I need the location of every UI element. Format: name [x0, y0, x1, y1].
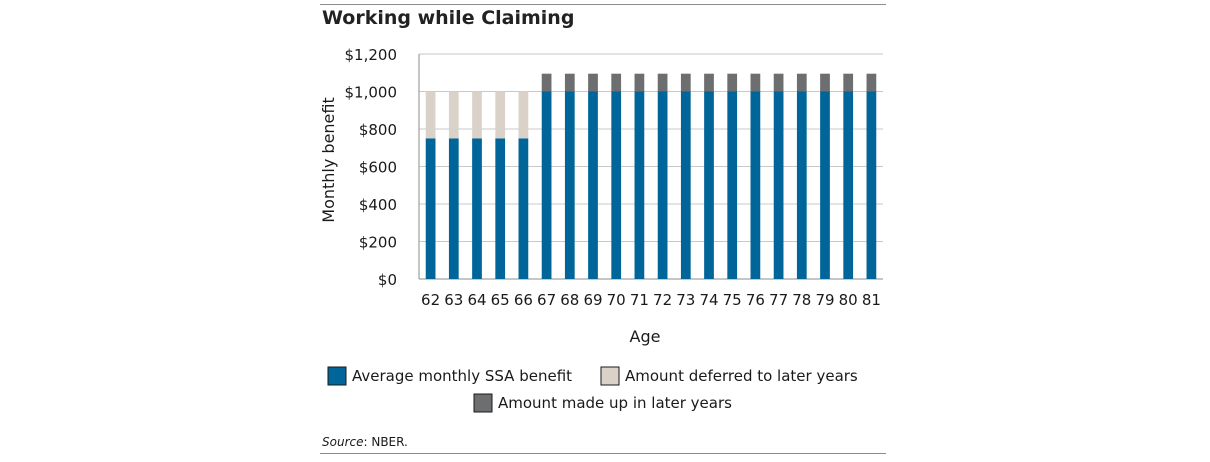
bar-segment-amount-made-up-in-later-years [611, 73, 622, 92]
x-tick-label: 71 [630, 291, 649, 309]
x-tick-label: 62 [421, 291, 440, 309]
bar-segment-average-monthly-ssa-benefit [611, 91, 622, 279]
bar-segment-amount-made-up-in-later-years [843, 73, 854, 92]
y-tick-label: $1,200 [345, 46, 398, 64]
bar-segment-amount-made-up-in-later-years [866, 73, 877, 92]
bar-segment-amount-deferred-to-later-years [472, 91, 482, 139]
x-tick-label: 74 [699, 291, 718, 309]
source-note: Source: NBER. [322, 435, 408, 449]
x-tick-label: 77 [769, 291, 788, 309]
y-axis-title: Monthly benefit [319, 97, 338, 222]
x-tick-label: 70 [607, 291, 626, 309]
x-tick-label: 78 [792, 291, 811, 309]
bar-segment-amount-deferred-to-later-years [495, 91, 506, 139]
bar-segment-amount-made-up-in-later-years [541, 73, 552, 92]
bar-segment-average-monthly-ssa-benefit [820, 91, 830, 279]
bar-segment-average-monthly-ssa-benefit [541, 91, 552, 279]
x-tick-label: 67 [537, 291, 556, 309]
x-tick-label: 66 [514, 291, 533, 309]
bar-segment-amount-made-up-in-later-years [796, 73, 807, 92]
bar-segment-average-monthly-ssa-benefit [750, 91, 761, 279]
bar-segment-amount-deferred-to-later-years [518, 91, 529, 139]
x-tick-label: 81 [862, 291, 881, 309]
bar-segment-average-monthly-ssa-benefit [727, 91, 738, 279]
bar-segment-amount-made-up-in-later-years [680, 73, 691, 92]
y-tick-label: $0 [378, 271, 397, 289]
legend-label: Average monthly SSA benefit [352, 367, 572, 385]
y-tick-label: $1,000 [345, 84, 398, 102]
x-tick-label: 65 [491, 291, 510, 309]
legend-swatch [600, 366, 620, 386]
x-tick-label: 69 [583, 291, 602, 309]
source-label: Source [322, 435, 364, 449]
legend-swatch [327, 366, 347, 386]
bar-segment-amount-made-up-in-later-years [773, 73, 784, 92]
y-tick-label: $800 [359, 121, 397, 139]
bar-segment-average-monthly-ssa-benefit [796, 91, 807, 279]
y-tick-label: $400 [359, 196, 397, 214]
bar-segment-average-monthly-ssa-benefit [588, 91, 598, 279]
bar-segment-average-monthly-ssa-benefit [495, 138, 506, 279]
bar-segment-amount-deferred-to-later-years [425, 91, 436, 139]
bar-segment-average-monthly-ssa-benefit [866, 91, 877, 279]
x-tick-label: 80 [839, 291, 858, 309]
bar-segment-amount-deferred-to-later-years [448, 91, 459, 139]
legend-label: Amount deferred to later years [625, 367, 858, 385]
bar-segment-amount-made-up-in-later-years [727, 73, 738, 92]
x-tick-label: 76 [746, 291, 765, 309]
x-tick-label: 73 [676, 291, 695, 309]
bar-segment-average-monthly-ssa-benefit [518, 138, 529, 279]
x-tick-label: 63 [444, 291, 463, 309]
legend-swatch [473, 393, 493, 413]
bar-segment-average-monthly-ssa-benefit [564, 91, 575, 279]
x-axis-title: Age [630, 327, 661, 346]
x-tick-label: 64 [467, 291, 486, 309]
bottom-rule [320, 453, 886, 454]
bar-segment-average-monthly-ssa-benefit [425, 138, 436, 279]
x-tick-label: 79 [815, 291, 834, 309]
x-tick-label: 68 [560, 291, 579, 309]
legend-label: Amount made up in later years [498, 394, 732, 412]
bar-segment-amount-made-up-in-later-years [588, 73, 598, 92]
bar-segment-average-monthly-ssa-benefit [704, 91, 714, 279]
source-text: : NBER. [363, 435, 408, 449]
bar-segment-average-monthly-ssa-benefit [472, 138, 482, 279]
y-tick-label: $200 [359, 234, 397, 252]
bar-segment-amount-made-up-in-later-years [704, 73, 714, 92]
bar-segment-average-monthly-ssa-benefit [680, 91, 691, 279]
bar-segment-amount-made-up-in-later-years [750, 73, 761, 92]
x-tick-label: 75 [723, 291, 742, 309]
top-rule [320, 4, 886, 5]
bar-segment-amount-made-up-in-later-years [564, 73, 575, 92]
bar-segment-amount-made-up-in-later-years [820, 73, 830, 92]
bar-segment-amount-made-up-in-later-years [634, 73, 645, 92]
y-tick-label: $600 [359, 159, 397, 177]
bar-segment-average-monthly-ssa-benefit [634, 91, 645, 279]
bar-segment-average-monthly-ssa-benefit [843, 91, 854, 279]
bar-segment-average-monthly-ssa-benefit [773, 91, 784, 279]
bar-segment-average-monthly-ssa-benefit [448, 138, 459, 279]
bar-segment-average-monthly-ssa-benefit [657, 91, 668, 279]
chart-title: Working while Claiming [322, 7, 575, 29]
bar-segment-amount-made-up-in-later-years [657, 73, 668, 92]
x-tick-label: 72 [653, 291, 672, 309]
